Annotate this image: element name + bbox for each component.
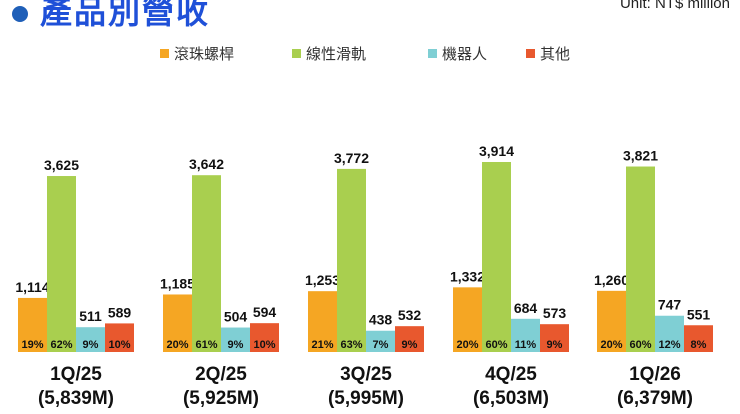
percent-label-4Q/25-series-4: 9% xyxy=(547,339,563,351)
bar-1Q/26-series-1 xyxy=(597,290,626,352)
data-label-1Q/25-series-3: 511 xyxy=(79,308,102,324)
percent-label-1Q/25-series-2: 62% xyxy=(50,339,72,351)
bar-1Q/25-series-3 xyxy=(76,327,105,352)
bar-1Q/26-series-4 xyxy=(684,325,713,352)
percent-label-2Q/25-series-1: 20% xyxy=(166,339,188,351)
data-label-1Q/26-series-2: 3,821 xyxy=(623,148,658,164)
bar-2Q/25-series-2 xyxy=(192,175,221,352)
bar-3Q/25-series-2 xyxy=(337,168,366,352)
percent-label-3Q/25-series-1: 21% xyxy=(311,339,333,351)
data-label-3Q/25-series-2: 3,772 xyxy=(334,150,369,166)
bar-1Q/25-series-2 xyxy=(47,176,76,352)
bar-4Q/25-series-1 xyxy=(453,287,482,352)
legend-label-3: 機器人 xyxy=(442,45,487,63)
bar-1Q/26-series-2 xyxy=(626,166,655,352)
bar-3Q/25-series-3 xyxy=(366,330,395,352)
bar-2Q/25-series-1 xyxy=(163,294,192,352)
bar-3Q/25-series-4 xyxy=(395,326,424,352)
percent-label-1Q/25-series-3: 9% xyxy=(83,339,99,351)
bar-2Q/25-series-4 xyxy=(250,323,279,352)
data-label-1Q/25-series-2: 3,625 xyxy=(44,157,79,173)
percent-label-3Q/25-series-4: 9% xyxy=(402,339,418,351)
legend-label-4: 其他 xyxy=(540,45,570,63)
legend-swatch-3 xyxy=(428,49,437,58)
percent-label-2Q/25-series-2: 61% xyxy=(195,339,217,351)
percent-label-1Q/26-series-3: 12% xyxy=(658,339,680,351)
bar-4Q/25-series-4 xyxy=(540,324,569,352)
percent-label-4Q/25-series-2: 60% xyxy=(485,339,507,351)
percent-label-1Q/26-series-2: 60% xyxy=(629,339,651,351)
category-total-4: (6,503M) xyxy=(473,388,549,409)
data-label-1Q/26-series-3: 747 xyxy=(658,297,682,313)
bar-2Q/25-series-3 xyxy=(221,327,250,352)
data-label-4Q/25-series-4: 573 xyxy=(543,305,567,321)
data-label-3Q/25-series-3: 438 xyxy=(369,312,393,328)
title-bullet xyxy=(12,6,28,22)
x-tick-label-2: 2Q/25 xyxy=(195,364,247,385)
data-label-4Q/25-series-3: 684 xyxy=(514,300,538,316)
data-label-1Q/26-series-1: 1,260 xyxy=(594,272,629,288)
legend-label-2: 線性滑軌 xyxy=(306,45,366,63)
data-label-1Q/25-series-4: 589 xyxy=(108,304,132,320)
percent-label-1Q/26-series-4: 8% xyxy=(691,339,707,351)
legend-label-1: 滾珠螺桿 xyxy=(174,45,234,63)
x-tick-label-1: 1Q/25 xyxy=(50,364,102,385)
percent-label-2Q/25-series-3: 9% xyxy=(228,339,244,351)
percent-label-1Q/25-series-1: 19% xyxy=(21,339,43,351)
category-total-2: (5,925M) xyxy=(183,388,259,409)
data-label-1Q/25-series-1: 1,114 xyxy=(15,279,49,295)
data-label-2Q/25-series-1: 1,185 xyxy=(160,275,195,291)
bar-1Q/26-series-3 xyxy=(655,315,684,352)
x-tick-label-4: 4Q/25 xyxy=(485,364,537,385)
bar-4Q/25-series-3 xyxy=(511,318,540,352)
bar-3Q/25-series-1 xyxy=(308,291,337,352)
percent-label-1Q/26-series-1: 20% xyxy=(600,339,622,351)
legend-swatch-2 xyxy=(292,49,301,58)
data-label-1Q/26-series-4: 551 xyxy=(687,306,711,322)
data-label-2Q/25-series-3: 504 xyxy=(224,309,248,325)
data-label-4Q/25-series-1: 1,332 xyxy=(450,268,485,284)
data-label-4Q/25-series-2: 3,914 xyxy=(479,143,514,159)
percent-label-1Q/25-series-4: 10% xyxy=(108,339,130,351)
legend-swatch-1 xyxy=(160,49,169,58)
data-label-2Q/25-series-4: 594 xyxy=(253,304,277,320)
data-label-3Q/25-series-1: 1,253 xyxy=(305,272,340,288)
x-tick-label-5: 1Q/26 xyxy=(629,364,681,385)
category-total-5: (6,379M) xyxy=(617,388,693,409)
legend-swatch-4 xyxy=(526,49,535,58)
percent-label-2Q/25-series-4: 10% xyxy=(253,339,275,351)
data-label-3Q/25-series-4: 532 xyxy=(398,307,422,323)
percent-label-4Q/25-series-3: 11% xyxy=(515,339,537,351)
percent-label-3Q/25-series-2: 63% xyxy=(340,339,362,351)
data-label-2Q/25-series-2: 3,642 xyxy=(189,156,224,172)
category-total-1: (5,839M) xyxy=(38,388,114,409)
bar-1Q/25-series-4 xyxy=(105,323,134,352)
x-tick-label-3: 3Q/25 xyxy=(340,364,392,385)
bar-4Q/25-series-2 xyxy=(482,162,511,352)
percent-label-4Q/25-series-1: 20% xyxy=(456,339,478,351)
bar-1Q/25-series-1 xyxy=(18,297,47,352)
percent-label-3Q/25-series-3: 7% xyxy=(373,339,389,351)
category-total-3: (5,995M) xyxy=(328,388,404,409)
unit-label: Unit: NT$ million xyxy=(619,0,730,12)
page-title: 產品別營收 xyxy=(40,0,211,31)
